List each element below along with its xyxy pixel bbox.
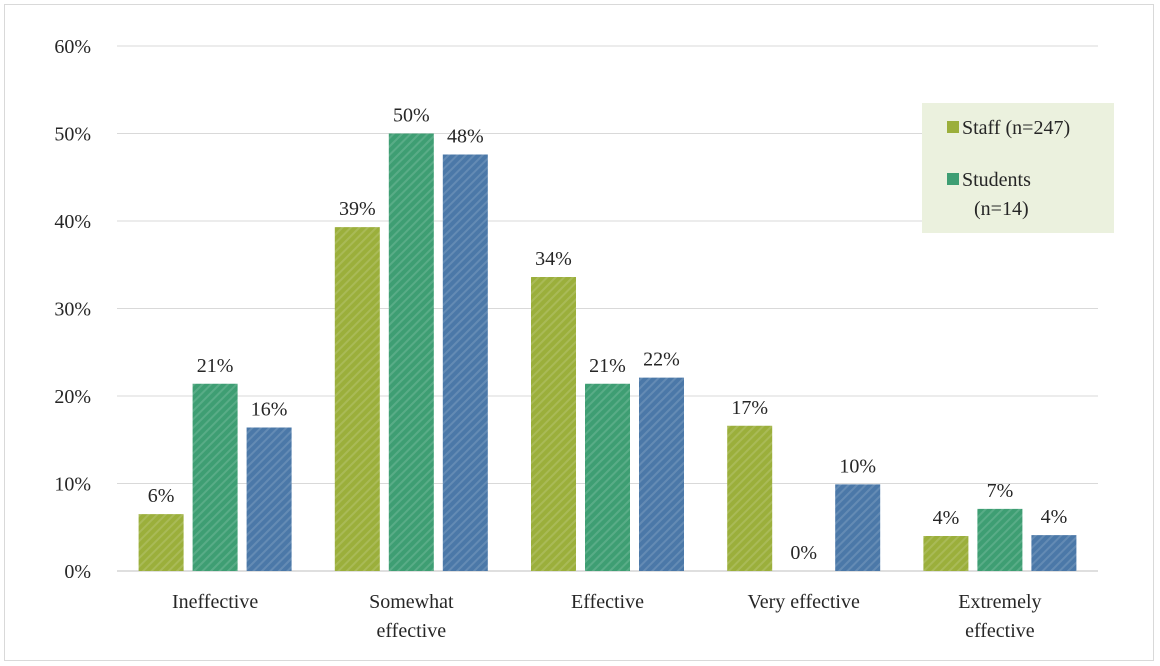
legend-swatch xyxy=(947,121,959,133)
legend-label: (n=14) xyxy=(974,198,1029,220)
data-label: 17% xyxy=(731,397,768,419)
data-label: 48% xyxy=(447,126,484,148)
y-tick-label: 40% xyxy=(54,211,91,233)
bar[interactable] xyxy=(334,227,380,571)
bar[interactable] xyxy=(246,427,292,572)
data-label: 21% xyxy=(197,355,234,377)
data-label: 16% xyxy=(251,399,288,421)
x-category-label: Ineffective xyxy=(172,591,258,613)
data-label: 21% xyxy=(589,355,626,377)
bar[interactable] xyxy=(1031,535,1077,571)
bar[interactable] xyxy=(639,377,684,571)
y-tick-label: 50% xyxy=(54,124,91,146)
y-tick-label: 20% xyxy=(54,386,91,408)
legend: Staff (n=247) Students (n=14) xyxy=(922,103,1114,233)
data-label: 50% xyxy=(393,105,430,127)
data-label: 4% xyxy=(933,507,960,529)
data-labels: 6% 21% 16% 39% 50% 48% 34% 21% 22% 17% 0% 10% 4% 7% 4% xyxy=(148,105,1067,565)
x-axis: Ineffective Somewhat effective Effective Ver… xyxy=(172,591,1042,642)
x-category-label: Effective xyxy=(571,591,644,613)
bar[interactable] xyxy=(192,383,238,571)
y-tick-label: 60% xyxy=(54,36,91,58)
x-category-label: effective xyxy=(965,620,1035,642)
bar[interactable] xyxy=(835,484,881,571)
y-tick-label: 10% xyxy=(54,474,91,496)
data-label: 34% xyxy=(535,248,572,270)
legend-swatch xyxy=(947,173,959,185)
x-category-label: Extremely xyxy=(958,591,1041,613)
y-axis: 0% 10% 20% 30% 40% 50% 60% xyxy=(54,36,91,583)
bars xyxy=(138,133,1077,572)
data-label: 0% xyxy=(790,542,817,564)
data-label: 10% xyxy=(839,455,876,477)
y-tick-label: 30% xyxy=(54,299,91,321)
data-label: 4% xyxy=(1041,506,1068,528)
bar[interactable] xyxy=(585,383,630,571)
data-label: 39% xyxy=(339,198,376,220)
data-label: 7% xyxy=(987,480,1014,502)
bar[interactable] xyxy=(442,154,488,572)
legend-label: Staff (n=247) xyxy=(962,117,1070,139)
data-label: 6% xyxy=(148,485,175,507)
bar[interactable] xyxy=(138,514,184,571)
bar[interactable] xyxy=(531,277,576,571)
bar[interactable] xyxy=(977,508,1023,571)
x-category-label: effective xyxy=(377,620,447,642)
x-category-label: Somewhat xyxy=(369,591,454,613)
bar[interactable] xyxy=(727,425,773,571)
legend-label: Students xyxy=(962,169,1031,191)
y-tick-label: 0% xyxy=(64,561,91,583)
data-label: 22% xyxy=(643,349,680,371)
x-category-label: Very effective xyxy=(748,591,860,613)
bar[interactable] xyxy=(388,133,434,572)
bar[interactable] xyxy=(923,536,969,571)
